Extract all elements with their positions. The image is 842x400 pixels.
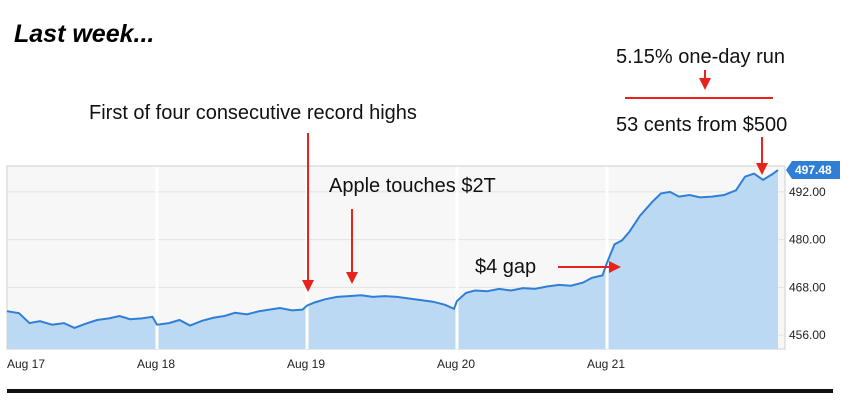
last-price-label: 497.48 [795, 163, 832, 177]
page-heading: Last week... [14, 20, 155, 48]
day-break [605, 167, 609, 349]
y-tick-label: 468.00 [789, 280, 826, 294]
arrow-cents-from-500 [756, 137, 768, 175]
arrow-apple-2t [346, 209, 358, 284]
x-tick-label: Aug 17 [7, 357, 45, 371]
bottom-rule [7, 389, 833, 393]
annotation-gap: $4 gap [475, 256, 537, 278]
x-tick-label: Aug 18 [137, 357, 175, 371]
x-tick-label: Aug 19 [287, 357, 325, 371]
last-price-badge: 497.48 [786, 161, 840, 180]
x-tick-label: Aug 21 [587, 357, 625, 371]
price-area-fill [7, 170, 778, 349]
annotation-cents-from-500: 53 cents from $500 [616, 114, 788, 136]
y-tick-label: 492.00 [789, 185, 826, 199]
annotation-one-day-run: 5.15% one-day run [616, 46, 786, 68]
day-break [155, 167, 159, 349]
last-price-badge-shape [786, 161, 840, 180]
arrow-record-highs [302, 133, 314, 292]
annotation-apple-2t: Apple touches $2T [329, 175, 496, 197]
price-line [6, 169, 779, 329]
y-tick-label: 480.00 [789, 233, 826, 247]
annotation-record-highs: First of four consecutive record highs [89, 102, 417, 124]
day-break [455, 167, 459, 349]
arrow-gap [558, 261, 621, 273]
x-axis-ticks: Aug 17 Aug 18 Aug 19 Aug 20 Aug 21 [7, 357, 625, 371]
x-tick-label: Aug 20 [437, 357, 475, 371]
y-tick-label: 456.00 [789, 328, 826, 342]
y-axis-ticks: 456.00 468.00 480.00 492.00 [789, 185, 826, 342]
arrow-one-day-run [699, 70, 711, 90]
